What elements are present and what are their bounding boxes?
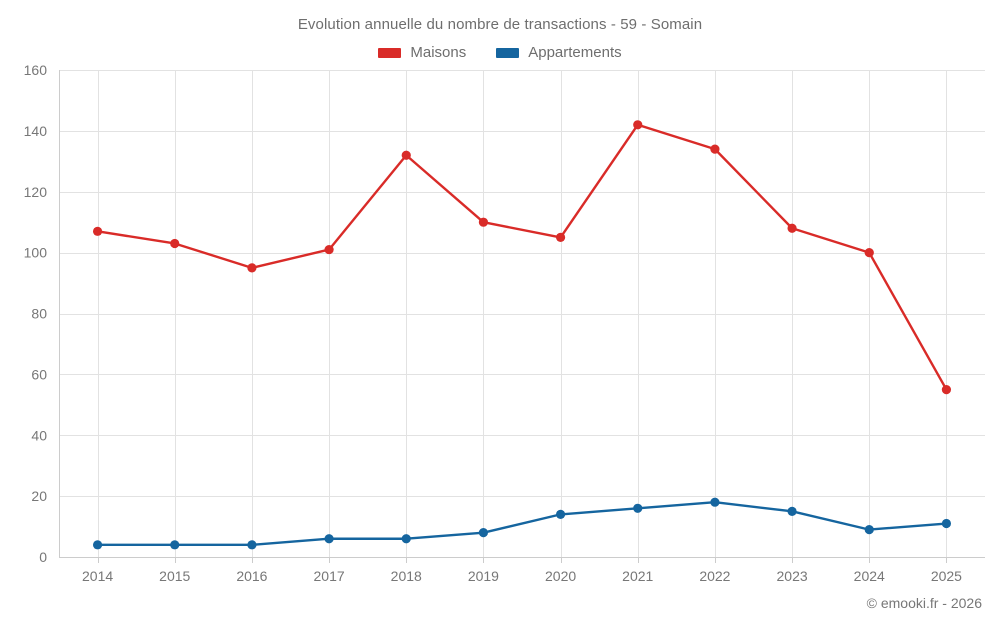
data-point-marker[interactable] xyxy=(401,534,411,544)
data-point-marker[interactable] xyxy=(941,384,952,395)
y-axis-tick-labels: 0 20 40 60 80 100 120 140 160 xyxy=(24,62,48,565)
data-point-marker[interactable] xyxy=(478,528,489,538)
x-axis-tick-label: 2023 xyxy=(777,568,808,584)
x-axis-tick-label: 2015 xyxy=(159,568,190,584)
x-axis-tick-label: 2024 xyxy=(854,568,885,584)
x-axis-tick-label: 2018 xyxy=(391,568,422,584)
x-axis-tick-label: 2019 xyxy=(468,568,499,584)
data-point-marker[interactable] xyxy=(478,217,489,227)
data-point-marker[interactable] xyxy=(787,223,797,233)
data-point-marker[interactable] xyxy=(92,226,103,236)
data-point-marker[interactable] xyxy=(555,509,566,519)
data-series-group xyxy=(92,120,952,550)
data-point-marker[interactable] xyxy=(170,540,180,550)
legend-label-maisons: Maisons xyxy=(410,44,467,61)
data-point-marker[interactable] xyxy=(787,506,797,516)
legend-item-maisons[interactable]: Maisons xyxy=(378,44,466,61)
data-point-marker[interactable] xyxy=(864,525,874,535)
data-point-marker[interactable] xyxy=(324,534,334,544)
data-point-marker[interactable] xyxy=(941,518,952,529)
data-point-marker[interactable] xyxy=(247,540,257,550)
y-axis-tick-label: 100 xyxy=(24,245,48,261)
data-point-marker[interactable] xyxy=(92,540,103,550)
x-axis-tick-label: 2021 xyxy=(622,568,653,584)
legend-item-appartements[interactable]: Appartements xyxy=(496,44,622,61)
chart-title: Evolution annuelle du nombre de transact… xyxy=(297,16,703,33)
data-point-marker[interactable] xyxy=(864,248,874,258)
gridlines-group xyxy=(59,70,985,558)
copyright-footer: © emooki.fr - 2026 xyxy=(866,595,982,611)
x-axis-tick-labels: 2014 2015 2016 2017 2018 2019 2020 2021 2022 2023… xyxy=(82,557,962,584)
x-axis-tick-label: 2014 xyxy=(82,568,113,584)
data-point-marker[interactable] xyxy=(324,244,334,255)
x-axis-tick-label: 2016 xyxy=(236,568,267,584)
data-point-marker[interactable] xyxy=(555,232,566,243)
data-point-marker[interactable] xyxy=(247,263,257,273)
y-axis-tick-label: 60 xyxy=(31,366,47,382)
data-point-marker[interactable] xyxy=(170,238,180,249)
x-axis-tick-label: 2025 xyxy=(931,568,962,584)
data-point-marker[interactable] xyxy=(633,503,643,513)
legend-swatch-icon-maisons xyxy=(378,47,402,58)
x-axis-tick-label: 2022 xyxy=(699,568,730,584)
data-point-marker[interactable] xyxy=(633,120,643,130)
data-point-marker[interactable] xyxy=(710,144,720,154)
y-axis-tick-label: 120 xyxy=(24,184,48,200)
y-axis-tick-label: 140 xyxy=(24,123,48,139)
legend-label-appartements: Appartements xyxy=(528,44,622,61)
y-axis-tick-label: 40 xyxy=(31,427,47,443)
series-line-maisons xyxy=(96,123,948,391)
y-axis-tick-label: 0 xyxy=(39,549,47,565)
y-axis-tick-label: 20 xyxy=(31,488,47,504)
series-line-appartements xyxy=(96,501,948,547)
x-axis-tick-label: 2017 xyxy=(314,568,345,584)
axis-group xyxy=(58,70,985,559)
legend-swatch-icon-appartements xyxy=(496,47,520,58)
y-axis-tick-label: 160 xyxy=(24,62,48,78)
y-axis-tick-label: 80 xyxy=(31,306,47,322)
chart-legend: Maisons Appartements xyxy=(0,44,1000,61)
x-axis-tick-label: 2020 xyxy=(545,568,576,584)
data-point-marker[interactable] xyxy=(710,497,720,507)
data-point-marker[interactable] xyxy=(401,150,411,160)
